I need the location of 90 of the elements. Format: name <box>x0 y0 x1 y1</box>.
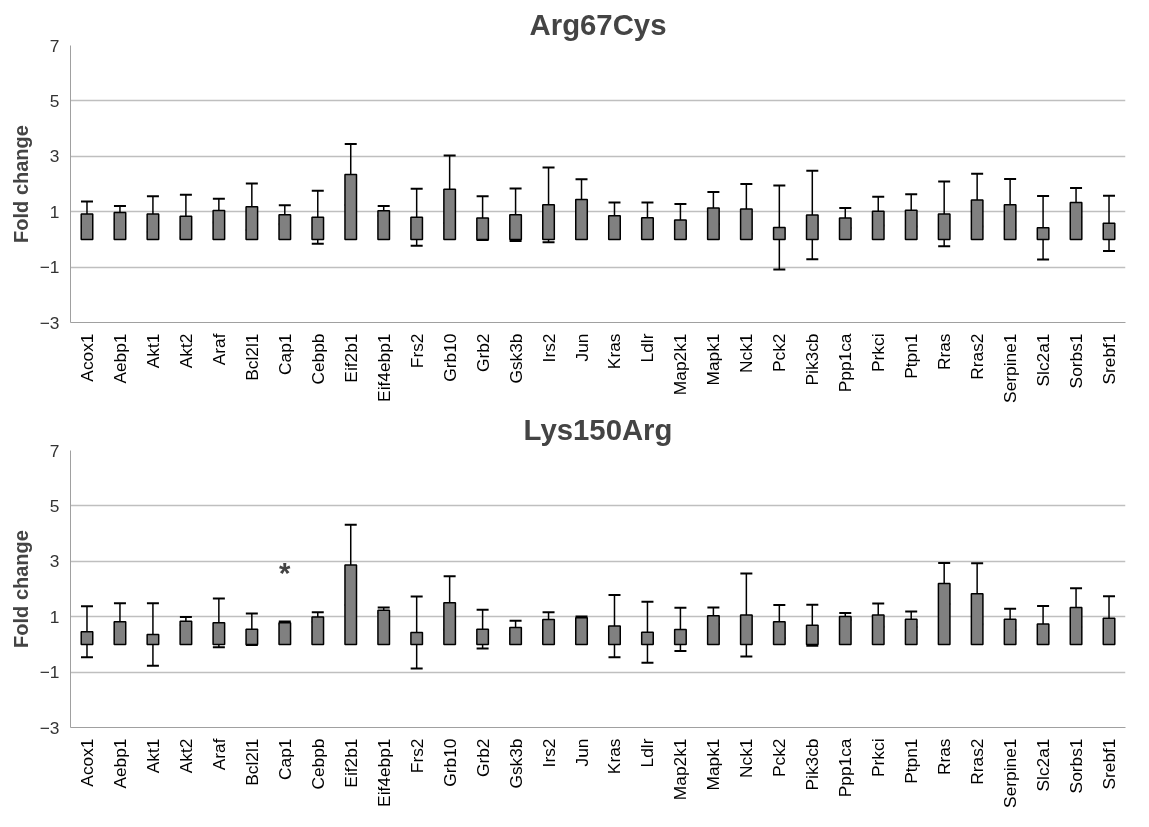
x-tick-label: Slc2a1 <box>1033 333 1054 387</box>
x-tick-label: Frs2 <box>406 333 427 369</box>
x-tick-label: Acox1 <box>76 333 97 382</box>
bar <box>113 211 127 241</box>
x-tick-label: Serpine1 <box>1000 333 1021 403</box>
x-tick-label: Rras <box>934 333 955 371</box>
x-tick-label: Sorbs1 <box>1066 738 1087 794</box>
x-tick-label: Ppp1ca <box>835 738 856 798</box>
y-tick-label: 7 <box>49 35 60 56</box>
x-tick-label: Sorbs1 <box>1066 333 1087 389</box>
x-tick-label: Cap1 <box>274 738 295 780</box>
y-axis-title: Fold change <box>9 530 32 648</box>
x-tick-label: Map2k1 <box>670 738 691 801</box>
x-tick-label: Gsk3b <box>505 738 526 789</box>
y-axis-title: Fold change <box>9 125 32 243</box>
x-tick-label: Ppp1ca <box>835 333 856 393</box>
x-tick-label: Gsk3b <box>505 333 526 384</box>
x-tick-label: Rras2 <box>967 333 988 380</box>
x-tick-label: Grb10 <box>439 333 460 382</box>
x-tick-label: Araf <box>208 333 229 366</box>
x-tick-label: Srebf1 <box>1099 333 1120 385</box>
y-tick-label: 3 <box>49 551 60 572</box>
x-tick-label: Grb2 <box>472 738 493 778</box>
annotation: * <box>279 556 292 590</box>
x-tick-label: Pik3cb <box>802 333 823 386</box>
y-tick-label: −1 <box>39 662 60 683</box>
x-tick-label: Akt1 <box>142 333 163 369</box>
y-tick-label: 5 <box>49 495 60 516</box>
x-tick-label: Ptpn1 <box>901 333 922 379</box>
x-tick-label: Eif2b1 <box>340 738 361 788</box>
x-tick-label: Jun <box>571 738 592 767</box>
x-tick-label: Cebpb <box>307 333 328 385</box>
y-tick-label: −3 <box>39 312 60 333</box>
y-tick-label: 1 <box>49 606 60 627</box>
x-tick-label: Nck1 <box>736 333 757 373</box>
x-tick-label: Irs2 <box>538 738 559 768</box>
x-tick-label: Prkci <box>868 333 889 373</box>
x-tick-label: Pck2 <box>769 333 790 373</box>
x-tick-label: Eif4ebp1 <box>373 333 394 402</box>
x-tick-label: Eif4ebp1 <box>373 738 394 807</box>
x-tick-label: Akt1 <box>142 738 163 774</box>
x-tick-label: Pck2 <box>769 738 790 778</box>
x-tick-label: Grb2 <box>472 333 493 373</box>
x-tick-label: Srebf1 <box>1099 738 1120 790</box>
x-tick-label: Pik3cb <box>802 738 823 791</box>
x-tick-label: Acox1 <box>76 738 97 787</box>
x-tick-label: Ptpn1 <box>901 738 922 784</box>
x-tick-label: Bcl2l1 <box>241 333 262 381</box>
y-tick-label: 1 <box>49 201 60 222</box>
x-tick-label: Jun <box>571 333 592 362</box>
chart-title: Lys150Arg <box>523 412 673 446</box>
x-tick-label: Frs2 <box>406 738 427 774</box>
bar <box>278 622 292 646</box>
x-tick-label: Araf <box>208 738 229 771</box>
bar <box>377 609 391 646</box>
x-tick-label: Cebpb <box>307 738 328 790</box>
bar <box>179 620 193 646</box>
x-tick-label: Akt2 <box>175 738 196 774</box>
x-tick-label: Aebp1 <box>109 333 130 384</box>
x-tick-label: Rras <box>934 738 955 776</box>
x-tick-label: Prkci <box>868 738 889 778</box>
x-tick-label: Akt2 <box>175 333 196 369</box>
x-tick-label: Ldlr <box>637 738 658 768</box>
x-tick-label: Bcl2l1 <box>241 738 262 786</box>
bar <box>838 615 852 646</box>
x-tick-label: Ldlr <box>637 333 658 363</box>
x-tick-label: Aebp1 <box>109 738 130 789</box>
bar <box>311 616 325 646</box>
x-tick-label: Irs2 <box>538 333 559 363</box>
x-tick-label: Grb10 <box>439 738 460 787</box>
y-tick-label: −1 <box>39 257 60 278</box>
x-tick-label: Cap1 <box>274 333 295 375</box>
x-tick-label: Eif2b1 <box>340 333 361 383</box>
x-tick-label: Serpine1 <box>1000 738 1021 808</box>
bar <box>509 626 523 646</box>
y-tick-label: 3 <box>49 146 60 167</box>
x-tick-label: Mapk1 <box>703 333 724 386</box>
y-tick-label: 5 <box>49 90 60 111</box>
x-tick-label: Slc2a1 <box>1033 738 1054 792</box>
chart-title: Arg67Cys <box>529 7 667 41</box>
x-tick-label: Map2k1 <box>670 333 691 396</box>
x-tick-label: Kras <box>604 738 625 775</box>
bar <box>575 617 589 646</box>
x-tick-label: Rras2 <box>967 738 988 785</box>
y-tick-label: −3 <box>39 717 60 738</box>
y-tick-label: 7 <box>49 440 60 461</box>
x-tick-label: Nck1 <box>736 738 757 778</box>
x-tick-label: Mapk1 <box>703 738 724 791</box>
x-tick-label: Kras <box>604 333 625 370</box>
bar <box>377 210 391 241</box>
